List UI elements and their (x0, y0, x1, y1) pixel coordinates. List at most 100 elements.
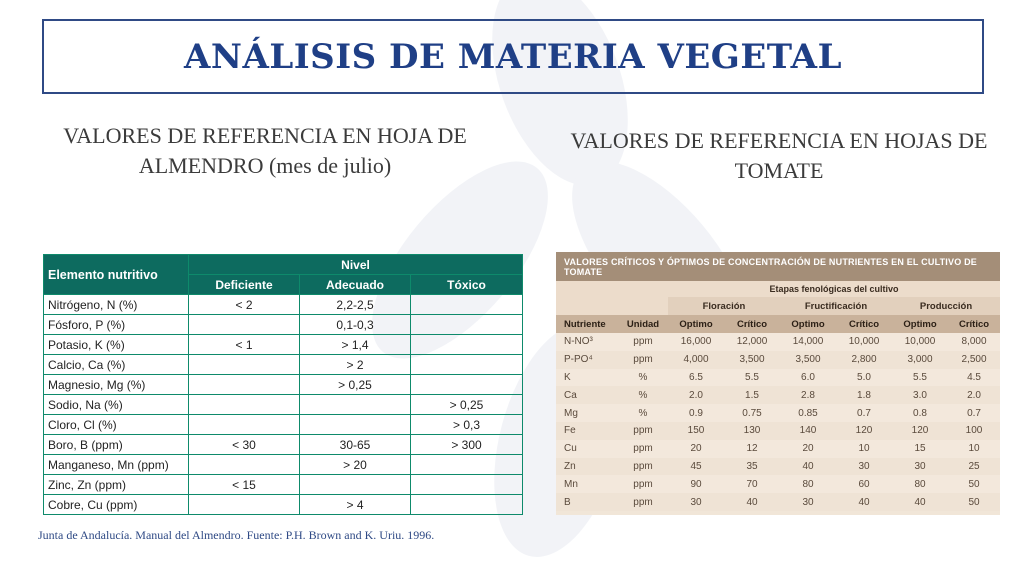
tomato-cell-value: 30 (836, 457, 892, 476)
table-row: Sodio, Na (%) > 0,25 (43, 394, 523, 415)
table-row: Boro, B (ppm) < 30 30-65 > 300 (43, 434, 523, 455)
tomato-cell-value: 50 (948, 475, 1001, 494)
almond-cell-toxico (410, 494, 523, 515)
tomato-cell-nutriente: P-PO⁴ (556, 350, 618, 369)
almond-cell-adecuado: > 0,25 (299, 374, 411, 395)
tomato-cell-value: 0.75 (724, 404, 780, 422)
almond-cell-deficiente (188, 454, 300, 475)
title-box: ANÁLISIS DE MATERIA VEGETAL (42, 19, 984, 94)
almond-cell-element: Zinc, Zn (ppm) (43, 474, 189, 495)
tomato-cell-value: 2.8 (780, 386, 836, 405)
table-row: Cobre, Cu (ppm) > 4 (43, 494, 523, 515)
tomato-cell-value: 12,000 (724, 333, 780, 351)
tomato-cell-nutriente: K (556, 368, 618, 387)
tomato-cell-unidad: ppm (618, 350, 668, 369)
tomato-cell-value: 2,500 (948, 350, 1001, 369)
tomato-cell-value: 6.0 (780, 368, 836, 387)
tomato-cell-value: 120 (836, 421, 892, 440)
almond-header-deficiente: Deficiente (188, 274, 300, 295)
tomato-col-optimo: Optimo (892, 315, 948, 333)
tomato-col-unidad: Unidad (618, 315, 668, 333)
tomato-cell-value: 40 (836, 493, 892, 511)
almond-cell-deficiente (188, 414, 300, 435)
tomato-cell-value: 3,000 (892, 350, 948, 369)
tomato-cell-value: 130 (724, 421, 780, 440)
tomato-cell-value: 40 (724, 493, 780, 511)
almond-header-level: Nivel (188, 254, 523, 275)
tomato-cell-value: 4,000 (668, 350, 724, 369)
almond-subtitle: VALORES DE REFERENCIA EN HOJA DE ALMENDR… (63, 123, 467, 178)
almond-cell-adecuado: 0,1-0,3 (299, 314, 411, 335)
almond-cell-element: Cobre, Cu (ppm) (43, 494, 189, 515)
almond-cell-deficiente: < 30 (188, 434, 300, 455)
tomato-cell-value: 10,000 (892, 333, 948, 351)
tomato-cell-value: 2.0 (668, 386, 724, 405)
tomato-cell-value: 70 (724, 475, 780, 494)
tomato-cell-value: 14,000 (780, 333, 836, 351)
tomato-cell-nutriente: Zn (556, 457, 618, 476)
almond-cell-element: Potasio, K (%) (43, 334, 189, 355)
almond-cell-deficiente: < 1 (188, 334, 300, 355)
tomato-cell-nutriente: Ca (556, 386, 618, 405)
almond-cell-toxico: > 0,3 (410, 414, 523, 435)
almond-cell-toxico (410, 334, 523, 355)
table-row: P-PO⁴ ppm 4,000 3,500 3,500 2,800 3,000 2,500 (556, 350, 1001, 369)
tomato-cell-unidad: ppm (618, 475, 668, 494)
tomato-etapas-label: Etapas fenológicas del cultivo (668, 281, 1001, 297)
almond-cell-toxico (410, 454, 523, 475)
tomato-cell-unidad: % (618, 386, 668, 405)
tomato-cell-value: 16,000 (668, 333, 724, 351)
almond-cell-adecuado (299, 414, 411, 435)
almond-cell-element: Calcio, Ca (%) (43, 354, 189, 375)
tomato-cell-value: 0.7 (836, 404, 892, 422)
almond-cell-toxico (410, 374, 523, 395)
tomato-cell-value: 5.0 (836, 368, 892, 387)
almond-cell-element: Nitrógeno, N (%) (43, 294, 189, 315)
almond-cell-element: Cloro, Cl (%) (43, 414, 189, 435)
tomato-cell-value: 3,500 (780, 350, 836, 369)
almond-cell-toxico (410, 294, 523, 315)
almond-cell-toxico (410, 474, 523, 495)
tomato-cell-nutriente: Cu (556, 439, 618, 458)
tomato-cell-value: 10 (948, 439, 1001, 458)
almond-cell-deficiente: < 2 (188, 294, 300, 315)
tomato-col-nutriente: Nutriente (556, 315, 618, 333)
tomato-cell-unidad: ppm (618, 439, 668, 458)
tomato-cell-unidad: ppm (618, 457, 668, 476)
almond-cell-deficiente (188, 494, 300, 515)
tomato-col-critico: Crítico (836, 315, 892, 333)
tomato-cell-unidad: ppm (618, 333, 668, 351)
almond-cell-adecuado: > 2 (299, 354, 411, 375)
tomato-cell-value: 0.8 (892, 404, 948, 422)
almond-header-toxico: Tóxico (410, 274, 523, 295)
tomato-cell-value: 30 (780, 493, 836, 511)
tomato-cell-value: 15 (892, 439, 948, 458)
tomato-col-critico: Crítico (948, 315, 1001, 333)
almond-cell-deficiente (188, 374, 300, 395)
tomato-cell-value: 120 (892, 421, 948, 440)
tomato-cell-nutriente: N-NO³ (556, 333, 618, 351)
almond-cell-deficiente (188, 354, 300, 375)
tomato-cell-value: 25 (948, 457, 1001, 476)
tomato-col-optimo: Optimo (668, 315, 724, 333)
tomato-cell-value: 60 (836, 475, 892, 494)
tomato-cell-value: 80 (780, 475, 836, 494)
almond-cell-element: Manganeso, Mn (ppm) (43, 454, 189, 475)
almond-cell-toxico: > 0,25 (410, 394, 523, 415)
tomato-phase-fructificacion: Fructificación (780, 297, 892, 315)
table-row: Zn ppm 45 35 40 30 30 25 (556, 457, 1001, 476)
tomato-cell-nutriente: Mg (556, 404, 618, 422)
tomato-cell-value: 140 (780, 421, 836, 440)
tomato-cell-unidad: % (618, 404, 668, 422)
almond-cell-adecuado: > 1,4 (299, 334, 411, 355)
almond-cell-adecuado: > 4 (299, 494, 411, 515)
tomato-cell-value: 1.8 (836, 386, 892, 405)
tomato-cell-value: 90 (668, 475, 724, 494)
tomato-cell-value: 40 (892, 493, 948, 511)
almond-cell-element: Fósforo, P (%) (43, 314, 189, 335)
page-title: ANÁLISIS DE MATERIA VEGETAL (184, 36, 842, 77)
almond-cell-adecuado: 30-65 (299, 434, 411, 455)
tomato-cell-nutriente: B (556, 493, 618, 511)
tomato-cell-value: 45 (668, 457, 724, 476)
